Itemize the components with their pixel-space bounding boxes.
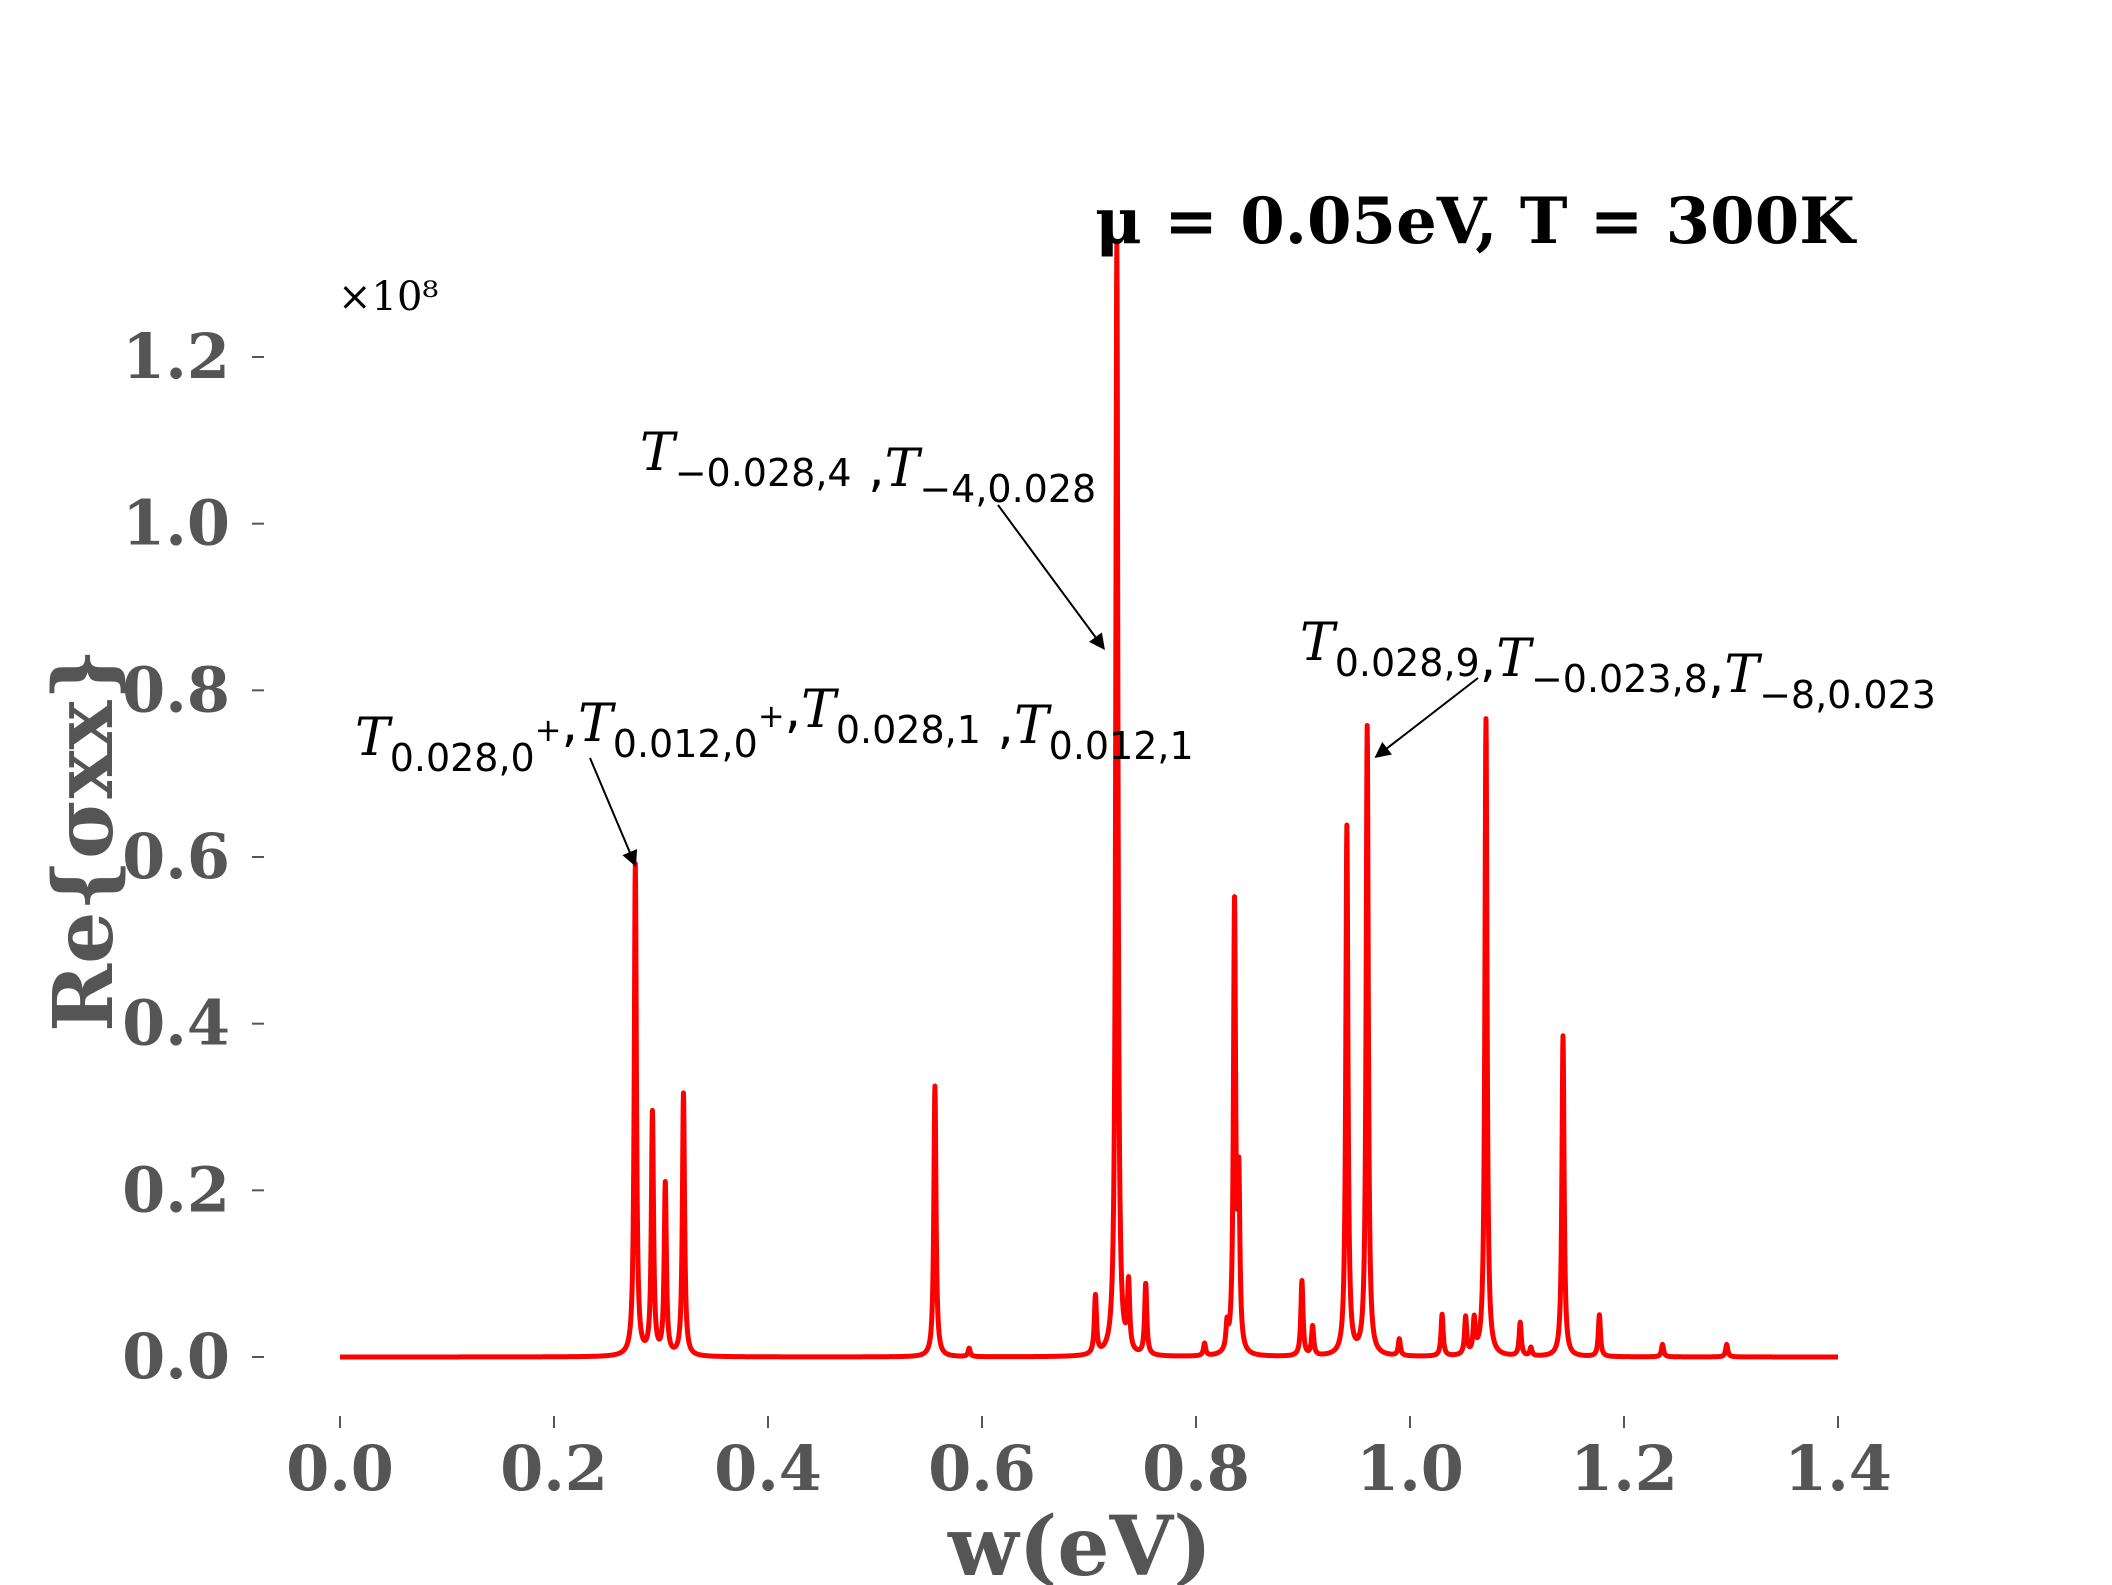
annotation-arrow xyxy=(997,504,1105,650)
y-tick-label: 0.2 xyxy=(122,1153,230,1226)
x-tick-label: 0.0 xyxy=(286,1432,394,1505)
x-axis-label: w(eV) xyxy=(947,1499,1212,1585)
y-axis-ticks: 0.0 0.2 0.4 0.6 0.8 1.0 1.2 xyxy=(122,320,264,1393)
annotation-label: T0.028,0+,T0.012,0+,T0.028,1 ,T0.012,1 xyxy=(355,680,1194,780)
y-tick-label: 1.2 xyxy=(122,320,230,393)
annotation-label: T0.028,9,T−0.023,8,T−8,0.023 xyxy=(1300,613,1936,717)
y-tick-label: 0.0 xyxy=(122,1320,230,1393)
annotations: T0.028,0+,T0.012,0+,T0.028,1 ,T0.012,1 T−… xyxy=(355,423,1936,867)
x-tick-label: 1.0 xyxy=(1356,1432,1464,1505)
y-tick-label: 1.0 xyxy=(122,487,230,560)
y-tick-label: 0.4 xyxy=(122,987,230,1060)
y-tick-label: 0.6 xyxy=(122,820,230,893)
x-tick-label: 0.2 xyxy=(500,1432,608,1505)
y-multiplier: ×10⁸ xyxy=(338,274,438,320)
x-tick-label: 1.2 xyxy=(1570,1432,1678,1505)
x-axis-ticks: 0.0 0.2 0.4 0.6 0.8 1.0 1.2 1.4 xyxy=(286,1416,1892,1505)
annotation-label: T−0.028,4 ,T−4,0.028 xyxy=(640,423,1096,511)
chart-title: μ = 0.05eV, T = 300K xyxy=(1095,184,1857,259)
series-line xyxy=(338,240,1840,1360)
y-tick-label: 0.8 xyxy=(122,653,230,726)
x-tick-label: 0.6 xyxy=(928,1432,1036,1505)
annotation-arrow xyxy=(589,757,638,867)
y-axis-label: Re{σxx} xyxy=(36,648,132,1032)
annotation-arrow xyxy=(1374,677,1479,758)
x-tick-label: 1.4 xyxy=(1784,1432,1892,1505)
x-tick-label: 0.4 xyxy=(714,1432,822,1505)
x-tick-label: 0.8 xyxy=(1142,1432,1250,1505)
